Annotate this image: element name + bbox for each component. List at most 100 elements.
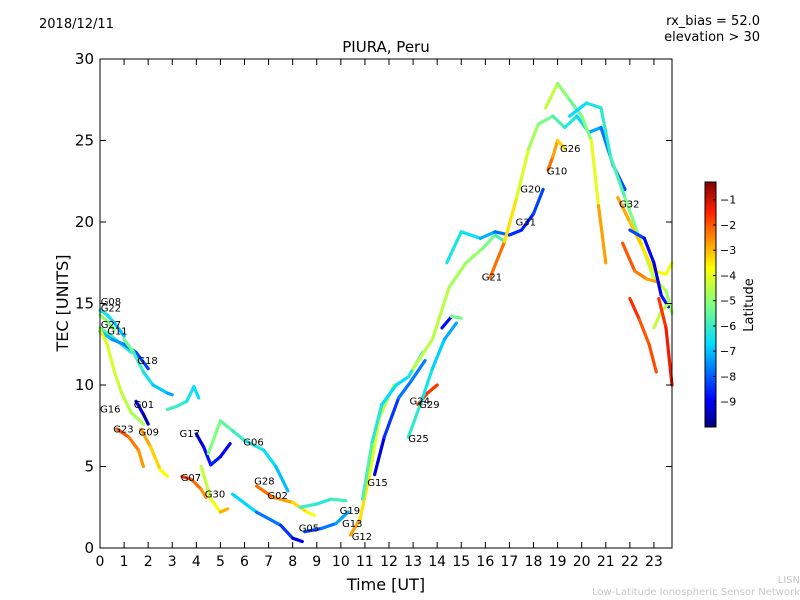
chart-title: PIURA, Peru	[342, 38, 429, 56]
series-segment	[189, 477, 203, 491]
sat-label-G31: G31	[516, 217, 536, 228]
series-segment	[141, 370, 155, 387]
series-segment	[209, 497, 222, 514]
series-segment	[132, 350, 145, 374]
series-segment	[242, 438, 266, 452]
series-segment	[616, 196, 632, 224]
series-G13	[298, 497, 348, 509]
series-segment	[442, 321, 458, 341]
series-segment	[608, 155, 627, 200]
colorbar-tick-label: −4	[720, 269, 736, 282]
colorbar-tick-label: −2	[720, 219, 736, 232]
series-G10	[546, 138, 567, 172]
series-segment	[194, 432, 206, 449]
series-G19	[303, 510, 350, 534]
series-segment	[254, 484, 275, 500]
y-tick-label: 5	[84, 458, 94, 476]
sat-label-G21: G21	[482, 273, 502, 284]
sat-label-G17: G17	[180, 429, 200, 440]
x-tick-label: 20	[573, 554, 591, 570]
series-segment	[230, 429, 247, 442]
series-segment	[382, 396, 401, 439]
series-segment	[98, 313, 109, 323]
sat-label-G29: G29	[419, 400, 439, 411]
series-segment	[411, 337, 434, 371]
x-tick-label: 0	[96, 554, 105, 570]
sat-label-G25: G25	[408, 434, 428, 445]
series-segment	[406, 403, 422, 439]
series-segment	[105, 313, 117, 325]
series-segment	[580, 114, 593, 143]
series-segment	[175, 399, 189, 408]
series-segment	[279, 523, 295, 540]
series-segment	[637, 318, 651, 346]
series-segment	[329, 497, 348, 503]
x-tick-label: 1	[120, 554, 129, 570]
series-segment	[165, 391, 174, 397]
sat-label-G24: G24	[410, 397, 430, 408]
sat-label-G02: G02	[267, 491, 287, 502]
series-segment	[358, 473, 372, 521]
series-segment	[488, 240, 507, 279]
series-segment	[418, 367, 434, 407]
series-segment	[139, 427, 153, 449]
series-G09	[139, 427, 169, 478]
y-tick-label: 30	[75, 50, 94, 68]
series-segment	[110, 337, 126, 346]
series-segment	[348, 517, 362, 537]
series-segment	[136, 448, 145, 469]
sat-label-G19: G19	[340, 506, 360, 517]
series-segment	[298, 502, 319, 509]
sat-label-G01: G01	[134, 400, 154, 411]
series-G30	[194, 432, 232, 467]
series-segment	[481, 233, 497, 250]
series-segment	[122, 337, 136, 354]
series-segment	[430, 285, 451, 341]
series-G24	[373, 358, 427, 477]
series-segment	[315, 497, 333, 506]
x-tick-label: 7	[264, 554, 273, 570]
series-segment	[440, 314, 454, 330]
series-segment	[274, 464, 290, 493]
series-segment	[555, 81, 572, 102]
series-segment	[134, 350, 150, 371]
series-segment	[409, 358, 427, 384]
series-segment	[180, 474, 194, 482]
x-tick-label: 13	[404, 554, 422, 570]
sat-label-G15: G15	[367, 478, 387, 489]
series-segment	[551, 138, 560, 159]
series-G22	[98, 313, 117, 332]
series-segment	[478, 230, 497, 240]
sat-label-G28: G28	[254, 476, 274, 487]
series-segment	[567, 98, 584, 118]
series-segment	[120, 391, 133, 415]
colorbar-gradient	[704, 181, 717, 428]
series-segment	[291, 536, 304, 544]
sat-label-G23: G23	[113, 424, 133, 435]
sat-label-G22: G22	[101, 304, 121, 315]
colorbar-tick-label: −3	[720, 244, 736, 257]
x-tick-label: 9	[312, 554, 321, 570]
sat-label-G18: G18	[137, 356, 157, 367]
series-segment	[628, 297, 642, 322]
series-segment	[664, 261, 674, 276]
series-segment	[98, 326, 112, 337]
series-segment	[112, 370, 124, 395]
colorbar-tick-label: −5	[720, 295, 736, 308]
x-tick-label: 3	[168, 554, 177, 570]
series-G17	[165, 385, 201, 412]
series-segment	[199, 487, 208, 500]
colorbar-ticks: −1 −2 −3 −4 −5 −6 −7 −8 −9	[713, 194, 736, 409]
sat-label-G20: G20	[520, 185, 540, 196]
sat-label-G12: G12	[352, 532, 372, 543]
series-segment	[425, 383, 439, 395]
series-segment	[563, 114, 579, 130]
series-track-35	[440, 314, 463, 330]
x-tick-label: 11	[356, 554, 374, 570]
series-segment	[664, 288, 674, 315]
x-tick-label: 23	[645, 554, 663, 570]
series-segment	[589, 138, 601, 208]
sat-label-G10: G10	[547, 167, 567, 178]
series-segment	[397, 380, 413, 400]
